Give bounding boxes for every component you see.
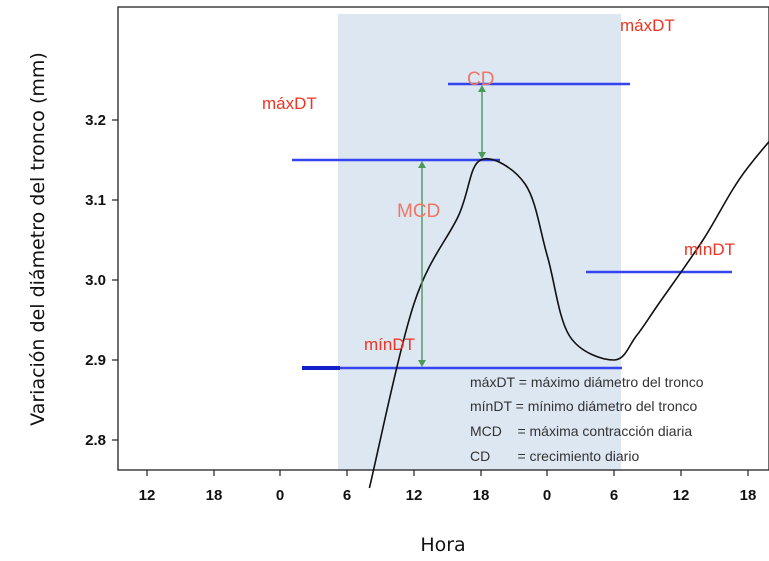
y-tick-label: 3.2: [85, 112, 106, 129]
y-tick-label: 3.1: [85, 192, 106, 209]
mcd-label: MCD: [397, 201, 440, 222]
ticks: 12 18 0 6 12 18 0 6 12 18 2.8 2.9 3.0 3.1 3.2: [85, 112, 756, 504]
x-tick-label: 0: [543, 487, 551, 504]
legend: máxDT = máximo diámetro del tronco mínDT…: [470, 374, 704, 464]
x-tick-label: 6: [343, 487, 351, 504]
x-tick-label: 0: [276, 487, 284, 504]
axes: [117, 6, 769, 471]
arrows: [418, 85, 486, 367]
x-tick-label: 6: [610, 487, 618, 504]
max2-label: máxDT: [620, 16, 675, 35]
mcd-arrow-head-bottom: [418, 360, 426, 367]
max1-label: máxDT: [262, 94, 317, 113]
legend-item-maxdt: máxDT = máximo diámetro del tronco: [470, 374, 704, 390]
cd-label: CD: [467, 69, 494, 90]
x-tick-label: 18: [473, 487, 490, 504]
x-tick-label: 12: [673, 487, 690, 504]
x-tick-label: 18: [740, 487, 757, 504]
y-tick-label: 2.8: [85, 432, 106, 449]
cd-arrow-head-top: [478, 85, 486, 92]
reference-lines: [292, 82, 732, 370]
legend-item-mindt: mínDT = mínimo diámetro del tronco: [470, 398, 698, 414]
plot-frame: [117, 6, 769, 471]
y-tick-label: 3.0: [85, 272, 106, 289]
x-tick-label: 12: [406, 487, 423, 504]
annotations: máxDT máxDT mínDT mínDT MCD CD: [262, 16, 735, 354]
cd-arrow-head-bottom: [478, 152, 486, 159]
y-tick-label: 2.9: [85, 352, 106, 369]
min1-label: mínDT: [364, 335, 415, 354]
mcd-arrow-head-top: [418, 161, 426, 168]
legend-item-mcd: MCD = máxima contracción diaria: [470, 423, 692, 439]
x-axis-title: Hora: [420, 534, 465, 556]
y-axis-title: Variación del diámetro del tronco (mm): [27, 52, 49, 426]
legend-item-cd: CD = crecimiento diario: [470, 448, 639, 464]
x-tick-label: 18: [206, 487, 223, 504]
series-line: [368, 140, 769, 489]
min2-label: mínDT: [684, 240, 735, 259]
x-tick-label: 12: [139, 487, 156, 504]
